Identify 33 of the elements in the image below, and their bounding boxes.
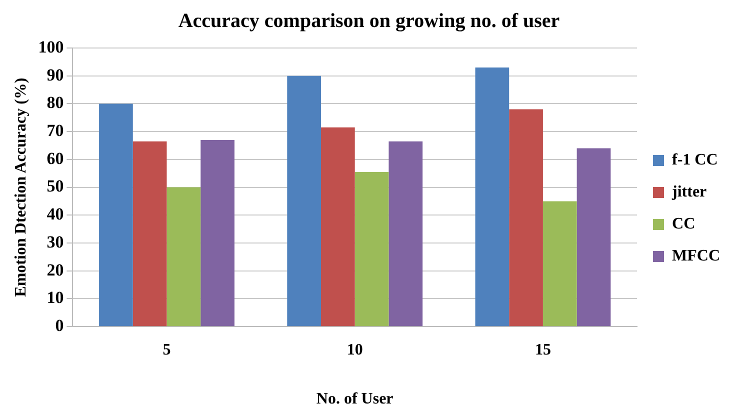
y-tick-label: 70 — [46, 120, 64, 140]
y-tick-label: 60 — [46, 148, 64, 168]
chart-title: Accuracy comparison on growing no. of user — [178, 10, 560, 32]
y-tick-label: 0 — [55, 316, 64, 335]
bar — [200, 140, 234, 326]
y-tick-label: 10 — [46, 288, 64, 308]
y-axis-title: Emotion Dtection Accuracy (%) — [12, 78, 30, 297]
x-tick-label: 10 — [346, 341, 363, 358]
y-tick-label: 100 — [38, 37, 64, 56]
bar — [509, 109, 543, 326]
y-tick-label: 30 — [46, 232, 64, 252]
y-tick-label: 90 — [46, 65, 64, 84]
x-tick-label: 5 — [162, 341, 171, 358]
bar — [287, 76, 321, 326]
legend-label: jitter — [671, 184, 707, 201]
y-tick-label: 50 — [46, 176, 64, 196]
bar — [542, 201, 577, 326]
bar — [475, 68, 510, 326]
legend-label: f-1 CC — [672, 152, 718, 169]
legend-label: MFCC — [672, 248, 720, 265]
y-tick-label: 40 — [46, 204, 64, 224]
x-axis-title: No. of User — [316, 390, 394, 408]
bar — [166, 187, 201, 326]
legend-label: CC — [672, 216, 696, 233]
bar — [388, 141, 423, 326]
bar — [354, 172, 389, 326]
bar — [321, 127, 355, 326]
y-tick-label: 80 — [46, 93, 64, 112]
bar — [576, 148, 611, 326]
bar — [132, 141, 167, 326]
x-tick-label: 15 — [534, 341, 551, 358]
bar — [99, 104, 133, 326]
y-tick-label: 20 — [46, 260, 64, 280]
